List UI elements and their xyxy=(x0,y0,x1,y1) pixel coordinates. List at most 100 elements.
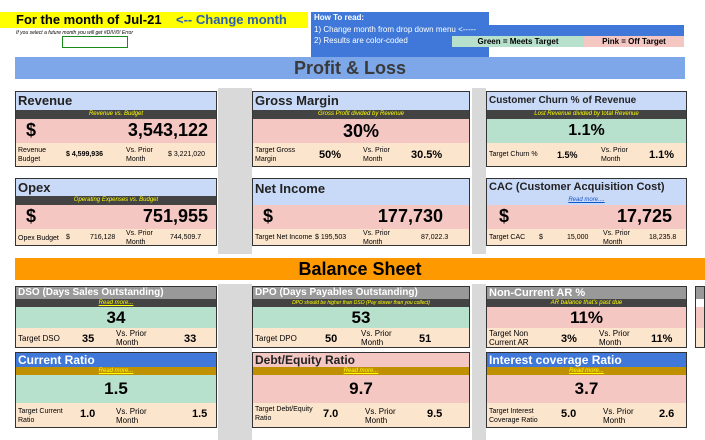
target-value: 50% xyxy=(319,149,342,161)
card-subtitle: Operating Expenses vs. Budget xyxy=(16,196,216,205)
target-value: 15,000 xyxy=(567,234,589,241)
card-title: Current Ratio xyxy=(16,353,216,367)
card-title: Revenue xyxy=(16,92,216,110)
noncurrent-ar-value: 11% xyxy=(487,307,686,328)
month-dropdown[interactable]: Jul-21 xyxy=(124,12,162,27)
target-value: 1.5% xyxy=(557,150,578,160)
gross-margin-value: 30% xyxy=(253,119,469,143)
read-more-link[interactable]: Read more... xyxy=(253,367,469,375)
target-value: $ 195,503 xyxy=(315,234,347,241)
read-more-link[interactable]: Read more... xyxy=(487,367,686,375)
column-separator xyxy=(218,88,252,254)
howto-step-2: 2) Results are color-coded xyxy=(314,36,408,45)
prior-value: 11% xyxy=(651,333,673,345)
currency-symbol: $ xyxy=(499,206,510,226)
target-value: $ 4,599,936 xyxy=(66,151,103,158)
card-title: DPO (Days Payables Outstanding) xyxy=(253,287,469,299)
change-month-hint: <-- Change month xyxy=(176,12,287,27)
card-main-value: $ 3,543,122 xyxy=(16,119,216,143)
howto-panel-extension xyxy=(489,25,684,36)
read-more-link[interactable]: Read more... xyxy=(16,367,216,375)
card-main-value: $ 751,955 xyxy=(16,205,216,229)
target-label: Target Non Current AR xyxy=(489,329,529,347)
profit-loss-title: Profit & Loss xyxy=(293,58,406,78)
card-footer: Revenue Budget $ 4,599,936 Vs. Prior Mon… xyxy=(16,143,216,166)
card-title: DSO (Days Sales Outstanding) xyxy=(16,287,216,299)
card-subtitle: Revenue vs. Budget xyxy=(16,110,216,119)
prior-label: Vs. Prior Month xyxy=(365,407,396,425)
prior-label: Vs. Prior Month xyxy=(603,407,634,425)
target-label: Target Debt/Equity Ratio xyxy=(255,406,313,422)
target-label: Target Gross Margin xyxy=(255,147,296,163)
prior-label: Vs. Prior Month xyxy=(126,230,153,246)
card-subtitle: Gross Profit divided by Revenue xyxy=(253,110,469,119)
prior-value: 2.6 xyxy=(659,408,675,420)
noncurrent-ar-card: Non-Current AR % AR balance that's past … xyxy=(486,286,687,348)
churn-value: 1.1% xyxy=(487,119,686,143)
target-currency: $ xyxy=(66,234,70,241)
prior-value: 1.1% xyxy=(649,149,675,161)
dso-value: 34 xyxy=(16,307,216,328)
read-more-link[interactable]: Read more... xyxy=(16,299,216,307)
card-title: Net Income xyxy=(253,179,469,205)
card-main-value: $ 17,725 xyxy=(487,205,686,229)
card-title: Interest coverage Ratio xyxy=(487,353,686,367)
prior-label: Vs. Prior Month xyxy=(599,329,630,347)
target-value: 716,128 xyxy=(90,234,116,241)
dpo-value: 53 xyxy=(253,307,469,328)
prior-value: 33 xyxy=(184,333,197,345)
card-footer: Target Interest Coverage Ratio 5.0 Vs. P… xyxy=(487,403,686,427)
prior-value: 30.5% xyxy=(411,149,443,161)
prior-label: Vs. Prior Month xyxy=(603,230,630,246)
target-label: Target Interest Coverage Ratio xyxy=(489,408,538,424)
prior-label: Vs. Prior Month xyxy=(601,147,628,163)
card-title: Non-Current AR % xyxy=(487,287,686,299)
gross-margin-card: Gross Margin Gross Profit divided by Rev… xyxy=(252,91,470,167)
card-subtitle: Lost Revenue divided by total Revenue xyxy=(487,110,686,119)
profit-loss-header-bar xyxy=(15,57,685,79)
card-main-value: $ 177,730 xyxy=(253,205,469,229)
target-label: Target DPO xyxy=(255,334,297,343)
card-footer: Target Churn % 1.5% Vs. Prior Month 1.1% xyxy=(487,143,686,166)
card-footer: Target CAC $ 15,000 Vs. Prior Month 18,2… xyxy=(487,229,686,245)
future-month-note: If you select a future month you will ge… xyxy=(16,30,133,36)
card-footer: Target Debt/Equity Ratio 7.0 Vs. Prior M… xyxy=(253,403,469,427)
target-currency: $ xyxy=(539,234,543,241)
target-label: Target CAC xyxy=(489,234,526,241)
cac-value: 17,725 xyxy=(616,206,672,226)
column-separator xyxy=(472,88,486,254)
read-more-link[interactable]: Read more.... xyxy=(487,196,686,205)
column-separator xyxy=(472,284,486,440)
card-title: Opex xyxy=(16,179,216,196)
howto-title: How To read: xyxy=(314,13,365,22)
cac-card: CAC (Customer Acquisition Cost) Read mor… xyxy=(486,178,687,246)
prior-label: Vs. Prior Month xyxy=(116,329,147,347)
prior-label: Vs. Prior Month xyxy=(126,147,153,163)
dpo-card: DPO (Days Payables Outstanding) DPO shou… xyxy=(252,286,470,348)
prior-value: 1.5 xyxy=(192,408,208,420)
card-footer: Target DPO 50 Vs. Prior Month 51 xyxy=(253,328,469,347)
opex-value: 751,955 xyxy=(142,206,208,226)
debt-equity-card: Debt/Equity Ratio Read more... 9.7 Targe… xyxy=(252,352,470,428)
revenue-value: 3,543,122 xyxy=(127,120,208,140)
prior-value: 51 xyxy=(419,333,432,345)
target-value: 50 xyxy=(325,333,338,345)
target-label: Target Net Income xyxy=(255,234,313,241)
card-footer: Target Gross Margin 50% Vs. Prior Month … xyxy=(253,143,469,166)
prior-value: 9.5 xyxy=(427,408,443,420)
target-label: Revenue Budget xyxy=(18,147,47,163)
card-title: Customer Churn % of Revenue xyxy=(487,92,686,110)
target-value: 5.0 xyxy=(561,408,577,420)
card-subtitle: AR balance that's past due xyxy=(487,299,686,307)
month-selector-bar xyxy=(0,12,308,28)
opex-card: Opex Operating Expenses vs. Budget $ 751… xyxy=(15,178,217,246)
prior-value: 18,235.8 xyxy=(649,234,677,241)
card-subtitle: DPO should be higher than DSO (Pay slowe… xyxy=(253,299,469,307)
target-value: 35 xyxy=(82,333,95,345)
column-separator xyxy=(218,284,252,440)
card-title: CAC (Customer Acquisition Cost) xyxy=(487,179,686,196)
target-value: 3% xyxy=(561,333,577,345)
prior-label: Vs. Prior Month xyxy=(361,329,392,347)
selected-cell[interactable] xyxy=(62,36,128,48)
interest-coverage-card: Interest coverage Ratio Read more... 3.7… xyxy=(486,352,687,428)
